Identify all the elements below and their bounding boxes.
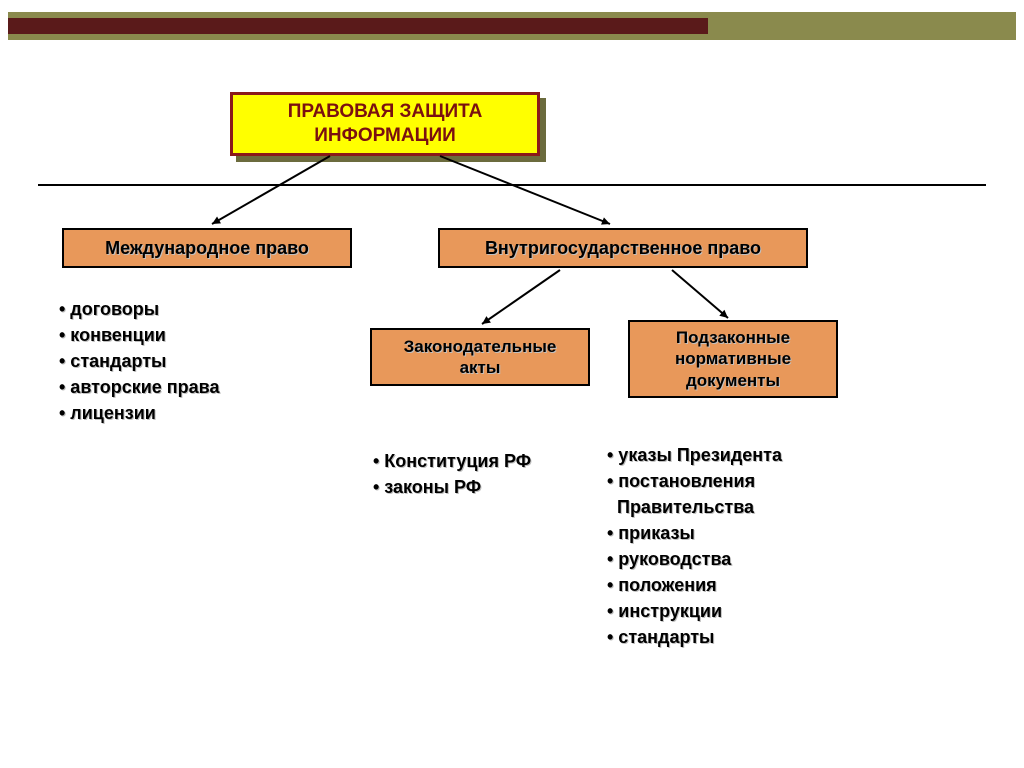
list-item: • Конституция РФ: [368, 448, 531, 474]
root-box-line1: ПРАВОВАЯ ЗАЩИТА: [288, 100, 483, 124]
list-item: • указы Президента: [602, 442, 782, 468]
horizontal-rule: [38, 184, 986, 186]
list-item: • лицензии: [54, 400, 220, 426]
list-item: • конвенции: [54, 322, 220, 348]
top-bar-dark: [8, 18, 708, 34]
bullets-legislative: • Конституция РФ • законы РФ: [368, 448, 531, 500]
branch-domestic-law: Внутригосударственное право: [438, 228, 808, 268]
sub-regulatory-line1: Подзаконные: [676, 327, 790, 348]
bullets-sublegislative: • указы Президента • постановления Прави…: [602, 442, 782, 650]
list-item: • авторские права: [54, 374, 220, 400]
list-item: • постановления: [602, 468, 782, 494]
list-item: • приказы: [602, 520, 782, 546]
root-box-line2: ИНФОРМАЦИИ: [314, 124, 456, 148]
list-item: • законы РФ: [368, 474, 531, 500]
bullets-international: • договоры • конвенции • стандарты • авт…: [54, 296, 220, 426]
sub-legislative-acts: Законодательные акты: [370, 328, 590, 386]
list-item: Правительства: [602, 494, 782, 520]
list-item: • стандарты: [54, 348, 220, 374]
list-item: • руководства: [602, 546, 782, 572]
sub-legislative-line1: Законодательные: [404, 336, 557, 357]
list-item: • положения: [602, 572, 782, 598]
sub-legislative-line2: акты: [460, 357, 501, 378]
branch-international-law: Международное право: [62, 228, 352, 268]
sub-regulatory-docs: Подзаконные нормативные документы: [628, 320, 838, 398]
list-item: • стандарты: [602, 624, 782, 650]
top-decor-bar: [8, 12, 1016, 40]
sub-regulatory-line3: документы: [686, 370, 780, 391]
branch-international-label: Международное право: [105, 237, 309, 260]
list-item: • договоры: [54, 296, 220, 322]
branch-domestic-label: Внутригосударственное право: [485, 237, 761, 260]
sub-regulatory-line2: нормативные: [675, 348, 791, 369]
list-item: • инструкции: [602, 598, 782, 624]
root-box: ПРАВОВАЯ ЗАЩИТА ИНФОРМАЦИИ: [230, 92, 540, 156]
